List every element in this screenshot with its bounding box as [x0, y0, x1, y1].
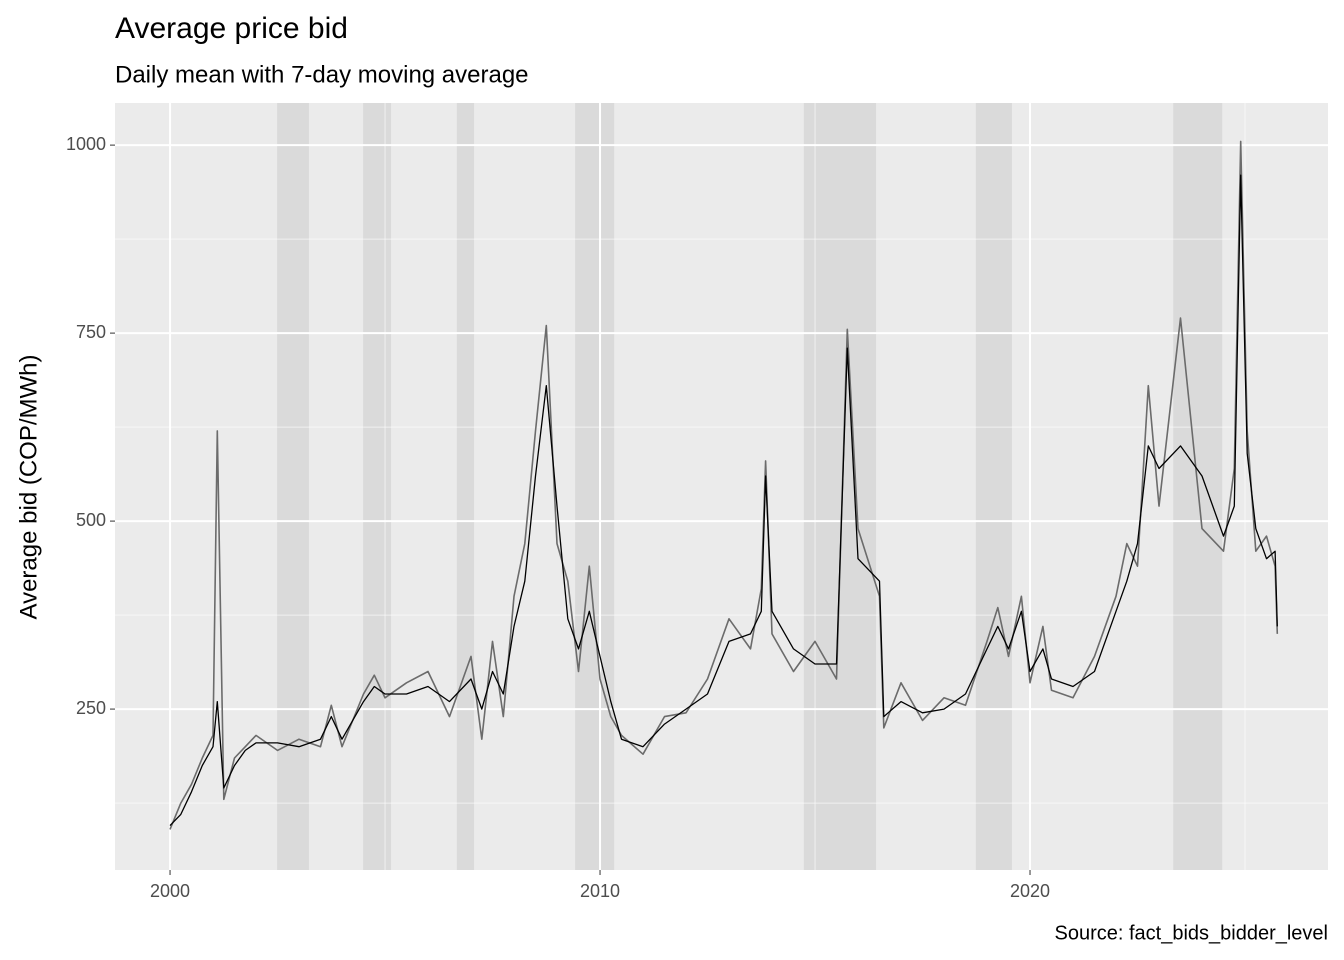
shaded-period [803, 103, 877, 870]
shaded-period [975, 103, 1012, 870]
shaded-period [575, 103, 615, 870]
series-line [169, 174, 1278, 827]
y-tick-label: 1000 [66, 134, 106, 154]
chart-subtitle: Daily mean with 7-day moving average [115, 61, 529, 88]
shaded-period [456, 103, 475, 870]
chart-title: Average price bid [115, 12, 348, 45]
y-tick-label: 500 [76, 510, 106, 530]
x-tick-label: 2010 [580, 881, 620, 901]
shaded-period [363, 103, 392, 870]
caption: Source: fact_bids_bidder_level [1054, 922, 1328, 944]
plot-background [115, 103, 1328, 870]
series-line [169, 140, 1279, 830]
x-tick-label: 2020 [1010, 881, 1050, 901]
x-tick-label: 2000 [150, 881, 190, 901]
y-tick-label: 750 [76, 322, 106, 342]
y-tick-label: 250 [76, 698, 106, 718]
y-axis-label: Average bid (COP/MWh) [15, 355, 42, 620]
shaded-period [277, 103, 309, 870]
